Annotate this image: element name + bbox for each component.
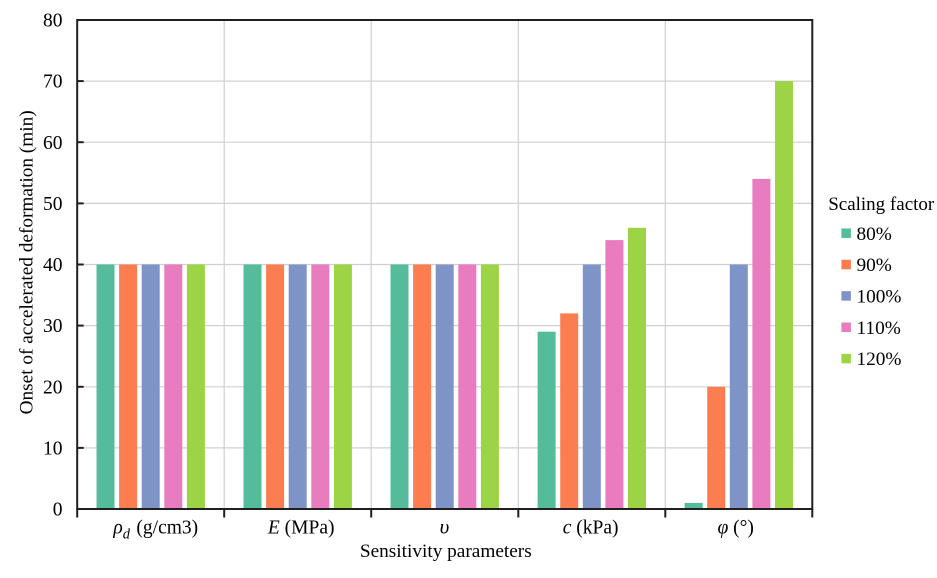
svg-text:110%: 110% xyxy=(857,318,901,339)
svg-text:20: 20 xyxy=(43,377,63,398)
svg-text:φ (°): φ (°) xyxy=(717,518,753,539)
svg-text:70: 70 xyxy=(43,72,63,93)
svg-text:100%: 100% xyxy=(857,287,902,308)
svg-text:ρd (g/cm3): ρd (g/cm3) xyxy=(112,518,198,543)
svg-text:50: 50 xyxy=(43,194,63,215)
svg-text:Scaling factor: Scaling factor xyxy=(828,194,935,215)
svg-text:80%: 80% xyxy=(857,224,892,245)
svg-text:c (kPa): c (kPa) xyxy=(563,518,619,539)
svg-text:40: 40 xyxy=(43,255,63,276)
svg-text:10: 10 xyxy=(43,439,63,460)
svg-text:υ: υ xyxy=(440,515,450,539)
svg-text:90%: 90% xyxy=(857,255,892,276)
svg-text:Onset of accelerated deformati: Onset of accelerated deformation (min) xyxy=(17,110,38,414)
svg-text:Sensitivity parameters: Sensitivity parameters xyxy=(360,541,532,562)
svg-text:60: 60 xyxy=(43,133,63,154)
svg-text:120%: 120% xyxy=(857,349,902,370)
svg-text:0: 0 xyxy=(53,500,63,521)
svg-text:80: 80 xyxy=(43,11,63,32)
svg-text:E (MPa): E (MPa) xyxy=(267,518,335,539)
svg-text:30: 30 xyxy=(43,316,63,337)
